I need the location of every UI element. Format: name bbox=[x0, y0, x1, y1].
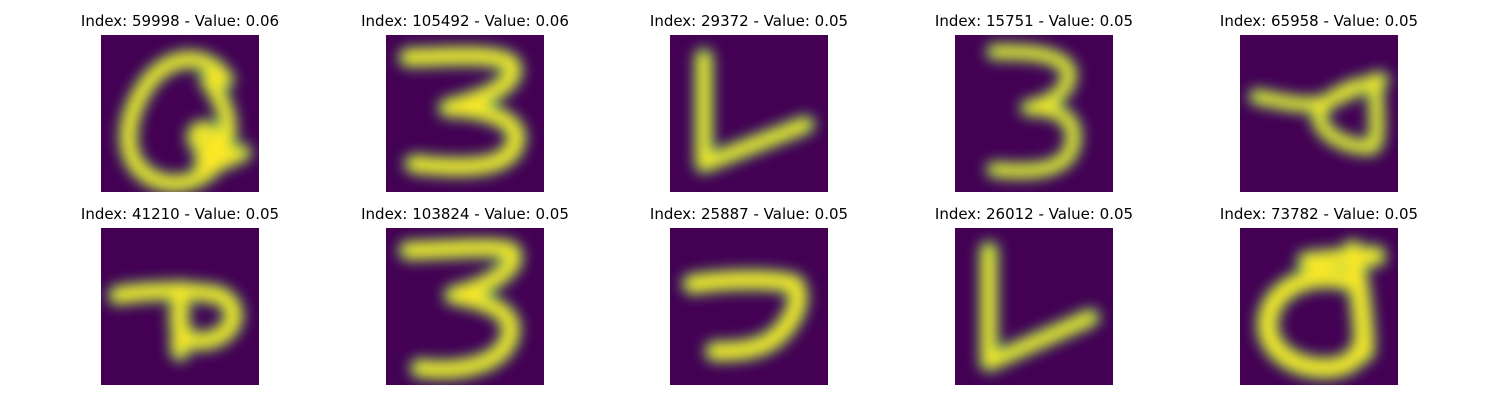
panel-9: Index: 26012 - Value: 0.05 bbox=[894, 205, 1174, 395]
handwritten-glyph bbox=[1247, 70, 1391, 157]
handwritten-glyph bbox=[978, 240, 1101, 373]
panel-5: Index: 65958 - Value: 0.05 bbox=[1179, 12, 1459, 202]
handwritten-glyph bbox=[681, 268, 810, 363]
panel-title: Index: 26012 - Value: 0.05 bbox=[934, 205, 1134, 223]
handwritten-glyph bbox=[693, 47, 816, 175]
handwritten-glyph bbox=[397, 237, 524, 381]
handwritten-glyph bbox=[1255, 238, 1388, 380]
handwritten-glyph bbox=[107, 279, 245, 363]
panel-title: Index: 41210 - Value: 0.05 bbox=[80, 205, 280, 223]
panel-4: Index: 15751 - Value: 0.05 bbox=[894, 12, 1174, 202]
panel-title: Index: 29372 - Value: 0.05 bbox=[649, 12, 849, 30]
panel-3: Index: 29372 - Value: 0.05 bbox=[609, 12, 889, 202]
handwritten-glyph bbox=[118, 49, 253, 192]
digit-image bbox=[1240, 35, 1398, 192]
panel-10: Index: 73782 - Value: 0.05 bbox=[1179, 205, 1459, 395]
panel-title: Index: 103824 - Value: 0.05 bbox=[361, 205, 569, 223]
panel-title: Index: 25887 - Value: 0.05 bbox=[649, 205, 849, 223]
digit-image bbox=[955, 35, 1113, 192]
panel-7: Index: 103824 - Value: 0.05 bbox=[325, 205, 605, 395]
panel-title: Index: 105492 - Value: 0.06 bbox=[361, 12, 569, 30]
panel-2: Index: 105492 - Value: 0.06 bbox=[325, 12, 605, 202]
handwritten-glyph bbox=[985, 42, 1083, 180]
digit-image bbox=[955, 228, 1113, 385]
digit-image bbox=[386, 228, 544, 385]
panel-1: Index: 59998 - Value: 0.06 bbox=[40, 12, 320, 202]
digit-image bbox=[670, 228, 828, 385]
digit-image bbox=[101, 35, 259, 192]
handwritten-glyph bbox=[397, 45, 527, 178]
panel-title: Index: 73782 - Value: 0.05 bbox=[1219, 205, 1419, 223]
panel-title: Index: 15751 - Value: 0.05 bbox=[934, 12, 1134, 30]
digit-image bbox=[1240, 228, 1398, 385]
panel-title: Index: 65958 - Value: 0.05 bbox=[1219, 12, 1419, 30]
panel-8: Index: 25887 - Value: 0.05 bbox=[609, 205, 889, 395]
panel-title: Index: 59998 - Value: 0.06 bbox=[80, 12, 280, 30]
digit-image bbox=[101, 228, 259, 385]
digit-image bbox=[670, 35, 828, 192]
digit-image bbox=[386, 35, 544, 192]
panel-6: Index: 41210 - Value: 0.05 bbox=[40, 205, 320, 395]
